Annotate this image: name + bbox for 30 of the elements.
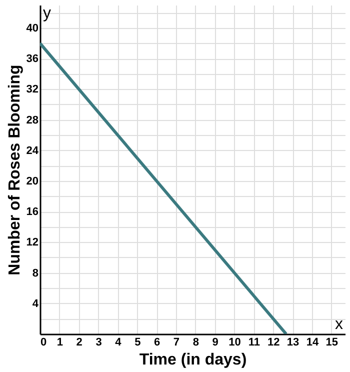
x-tick-label: 3 [96, 336, 102, 348]
x-tick-label: 2 [76, 336, 82, 348]
x-tick-label: 4 [115, 336, 122, 348]
x-tick-label: 5 [134, 336, 141, 348]
y-tick-label: 12 [26, 236, 38, 249]
x-tick-label: 1 [56, 336, 63, 348]
x-tick-label: 7 [173, 336, 180, 348]
x-tick-label: 9 [212, 336, 218, 348]
y-tick-label: 16 [26, 206, 38, 218]
x-tick-label: 13 [286, 336, 300, 348]
x-tick-label: 8 [192, 336, 199, 348]
x-tick-label: 12 [267, 336, 280, 348]
y-tick-label: 20 [26, 175, 38, 188]
x-tick-label: 10 [228, 336, 241, 348]
annotation: y [43, 5, 51, 22]
x-tick-label: 15 [326, 336, 338, 348]
x-tick-label: 11 [248, 336, 260, 348]
y-tick-label: 4 [32, 298, 40, 310]
y-tick-label: 32 [26, 84, 38, 96]
y-tick-label: 40 [26, 22, 38, 34]
y-axis-title: Number of Roses Blooming [6, 64, 24, 276]
annotation: x [335, 316, 343, 333]
y-tick-label: 28 [26, 114, 38, 126]
x-tick-label: 6 [154, 336, 160, 348]
y-tick-label: 36 [26, 53, 38, 66]
x-tick-label: 0 [40, 336, 47, 348]
x-tick-label: 14 [306, 336, 320, 348]
y-tick-label: 8 [32, 267, 38, 280]
x-axis-title: Time (in days) [139, 352, 247, 368]
y-tick-label: 24 [26, 144, 40, 157]
